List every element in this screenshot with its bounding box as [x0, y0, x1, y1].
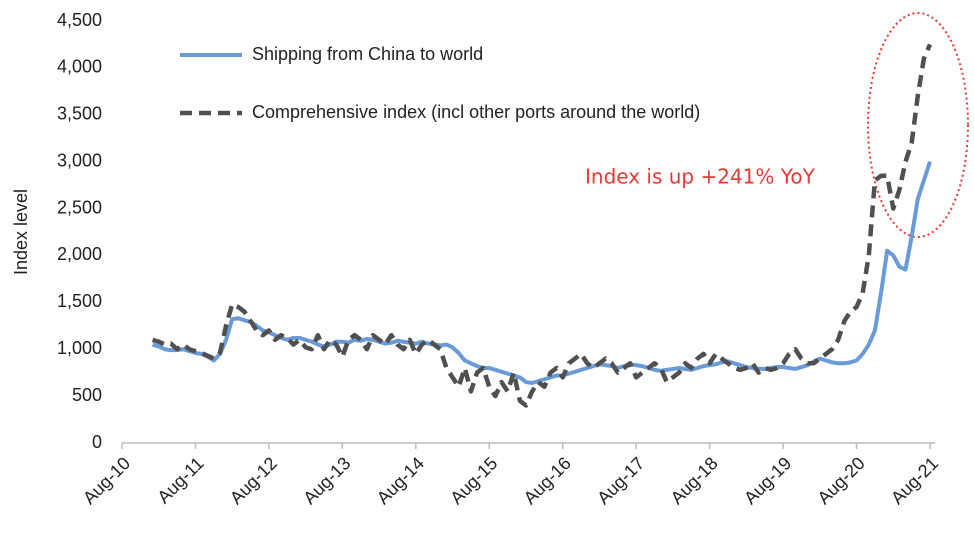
y-tick-label: 2,500 [57, 197, 102, 217]
y-tick-label: 3,000 [57, 150, 102, 170]
y-tick-label: 4,000 [57, 57, 102, 77]
series-line [152, 161, 932, 385]
legend-label: Shipping from China to world [252, 44, 483, 64]
x-tick-label: Aug-18 [667, 453, 722, 508]
x-tick-label: Aug-16 [520, 453, 575, 508]
x-tick-label: Aug-19 [740, 453, 795, 508]
x-tick-label: Aug-20 [814, 453, 869, 508]
y-tick-label: 4,500 [57, 10, 102, 30]
y-tick-label: 2,000 [57, 244, 102, 264]
y-tick-label: 1,500 [57, 291, 102, 311]
x-tick-label: Aug-10 [79, 453, 134, 508]
y-tick-label: 500 [72, 385, 102, 405]
x-tick-label: Aug-15 [446, 453, 501, 508]
y-tick-label: 1,000 [57, 338, 102, 358]
legend-label: Comprehensive index (incl other ports ar… [252, 102, 700, 122]
series-line [151, 43, 933, 408]
x-tick-label: Aug-12 [226, 453, 281, 508]
x-tick-label: Aug-17 [593, 453, 648, 508]
x-tick-label: Aug-13 [299, 453, 354, 508]
x-tick-label: Aug-11 [153, 453, 207, 507]
y-tick-label: 3,500 [57, 104, 102, 124]
annotation: Index is up +241% YoY [585, 165, 816, 189]
x-tick-label: Aug-21 [887, 453, 942, 508]
y-axis-label: Index level [11, 189, 31, 275]
x-tick-label: Aug-14 [373, 453, 428, 508]
highlight-ellipse [867, 12, 969, 238]
y-tick-label: 0 [92, 432, 102, 452]
